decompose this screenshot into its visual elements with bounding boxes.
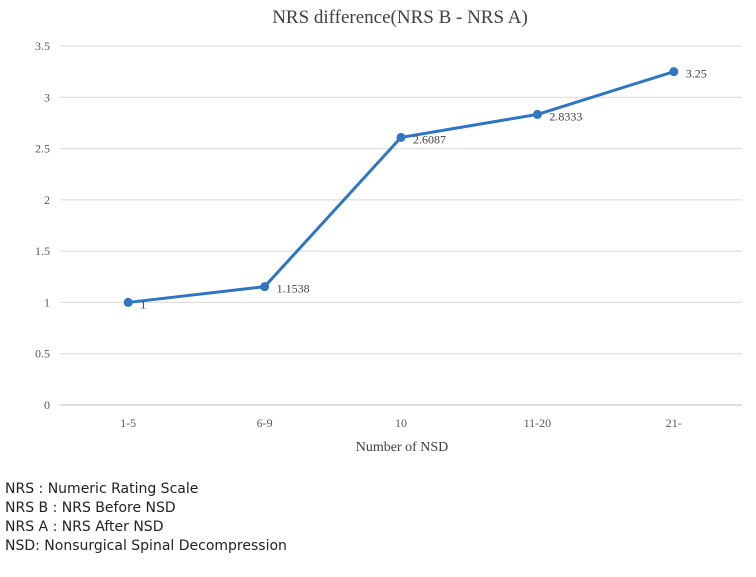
y-tick-label: 3.5 xyxy=(35,39,50,53)
note-nrs-b: NRS B : NRS Before NSD xyxy=(5,500,176,516)
data-point xyxy=(532,109,542,119)
note-nrs: NRS : Numeric Rating Scale xyxy=(5,481,199,497)
y-tick-label: 1 xyxy=(44,295,50,309)
chart-title: NRS difference(NRS B - NRS A) xyxy=(272,7,528,28)
data-point xyxy=(669,67,679,77)
y-tick-label: 0 xyxy=(44,398,50,412)
x-tick-label: 21- xyxy=(666,416,682,430)
grid xyxy=(60,45,742,406)
y-axis-ticks: 0 0.5 1 1.5 2 2.5 3 3.5 xyxy=(35,39,50,412)
data-point xyxy=(260,282,270,292)
x-tick-label: 6-9 xyxy=(257,416,273,430)
x-axis-ticks: 1-5 6-9 10 11-20 21- xyxy=(120,416,682,430)
series: 1 1.1538 2.6087 2.8333 3.25 xyxy=(123,67,707,311)
y-tick-label: 2 xyxy=(44,193,50,207)
y-tick-label: 0.5 xyxy=(35,347,50,361)
abbreviation-notes: NRS : Numeric Rating Scale NRS B : NRS B… xyxy=(5,480,287,556)
series-line xyxy=(126,70,676,304)
note-nsd: NSD: Nonsurgical Spinal Decompression xyxy=(5,538,287,554)
x-tick-label: 10 xyxy=(395,416,407,430)
data-point xyxy=(123,297,133,307)
note-nrs-a: NRS A : NRS After NSD xyxy=(5,519,164,535)
data-label: 1.1538 xyxy=(277,282,310,296)
y-tick-label: 3 xyxy=(44,90,50,104)
data-label: 3.25 xyxy=(686,67,707,81)
y-tick-label: 1.5 xyxy=(35,244,50,258)
y-tick-label: 2.5 xyxy=(35,142,50,156)
x-tick-label: 1-5 xyxy=(120,416,136,430)
x-tick-label: 11-20 xyxy=(524,416,552,430)
data-label: 1 xyxy=(140,297,146,311)
line-chart: NRS difference(NRS B - NRS A) 0 0.5 1 1.5 2 2… xyxy=(35,7,742,455)
data-label: 2.8333 xyxy=(549,109,582,123)
x-axis-title: Number of NSD xyxy=(356,440,449,455)
data-label: 2.6087 xyxy=(413,132,446,146)
data-point xyxy=(396,132,406,142)
